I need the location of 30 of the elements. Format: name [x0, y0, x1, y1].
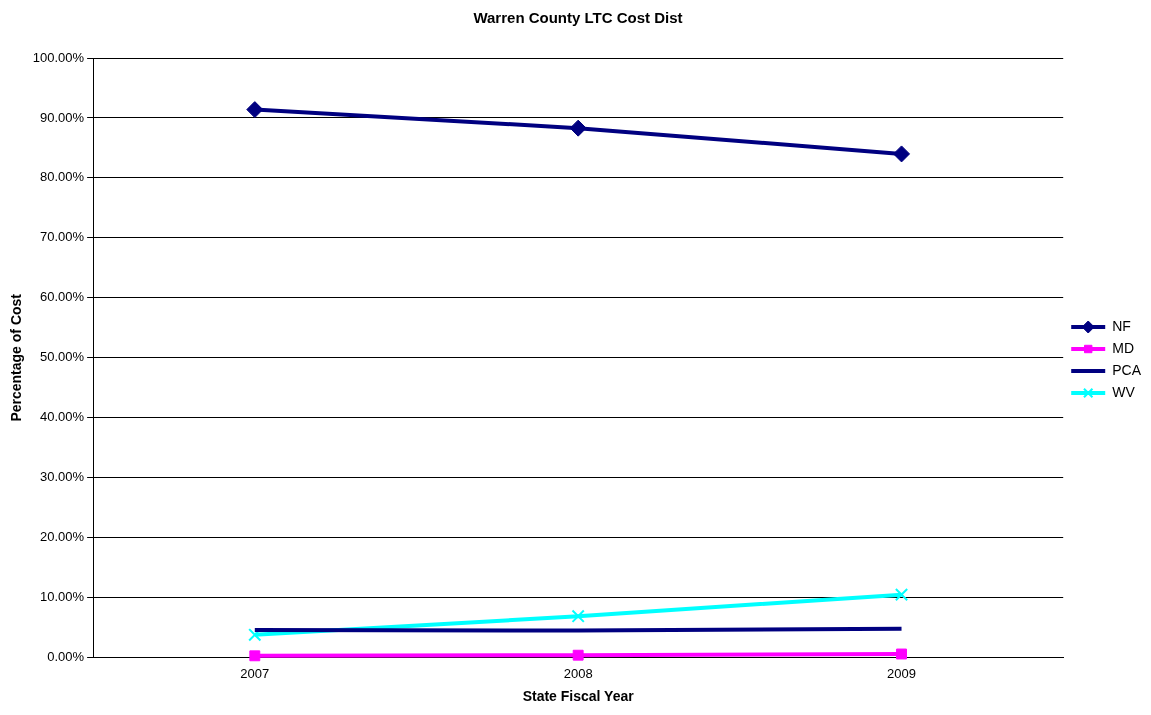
y-tick-label: 10.00%: [40, 589, 85, 605]
point: [572, 649, 584, 661]
y-tick-label: 30.00%: [40, 469, 85, 485]
point: [248, 628, 262, 642]
y-axis-title: Percentage of Cost: [8, 293, 25, 422]
y-tick-label: 80.00%: [40, 169, 85, 185]
x-tick-label: 2008: [563, 665, 593, 681]
legend-label: MD: [1112, 339, 1134, 356]
point: [569, 119, 587, 137]
point: [893, 145, 911, 163]
y-tick-label: 100.00%: [32, 49, 85, 65]
y-tick-label: 0.00%: [47, 649, 85, 665]
y-tick-label: 70.00%: [40, 229, 85, 245]
point: [571, 609, 585, 623]
point: [246, 101, 264, 119]
legend-label: WV: [1112, 383, 1136, 400]
point: [896, 648, 907, 660]
x-axis-title: State Fiscal Year: [522, 688, 635, 705]
y-tick-label: 20.00%: [40, 529, 85, 545]
x-tick-label: 2009: [887, 665, 916, 681]
legend-label: NF: [1112, 317, 1131, 334]
point: [894, 587, 909, 602]
y-tick-label: 40.00%: [40, 409, 85, 425]
legend-label: PCA: [1112, 361, 1142, 378]
y-tick-label: 90.00%: [40, 109, 85, 125]
point: [249, 650, 261, 662]
y-tick-label: 60.00%: [40, 289, 85, 305]
y-tick-label: 50.00%: [40, 349, 85, 365]
x-tick-label: 2007: [240, 665, 270, 681]
chart-title: Warren County LTC Cost Dist: [473, 9, 683, 27]
